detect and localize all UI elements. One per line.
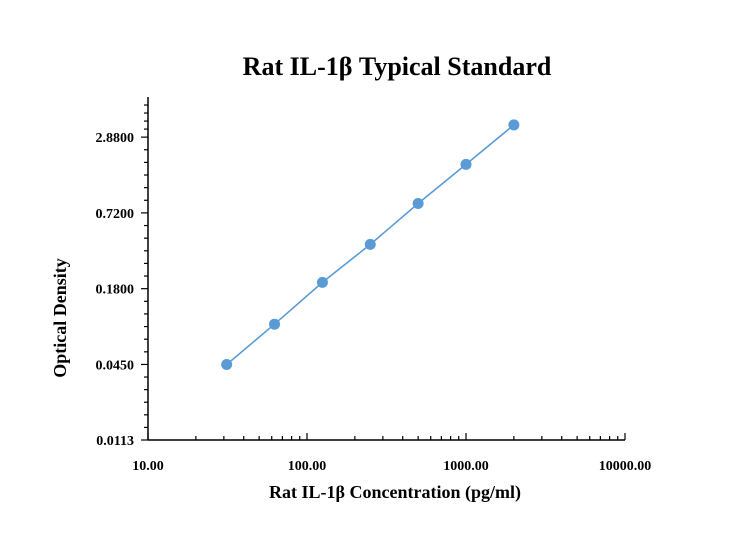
data-point (412, 198, 424, 210)
chart-title: Rat IL-1β Typical Standard (243, 52, 552, 81)
y-tick-label: 0.7200 (96, 207, 135, 222)
y-tick-label: 2.8800 (96, 131, 135, 146)
data-point (508, 119, 520, 131)
y-tick-label: 0.0113 (96, 434, 134, 449)
y-tick-label: 0.1800 (96, 283, 135, 298)
x-tick-label: 10000.00 (599, 459, 652, 474)
series-layer (221, 119, 520, 370)
data-point (269, 318, 281, 330)
y-axis-label: Optical Density (50, 258, 70, 378)
y-tick-label: 0.0450 (96, 358, 135, 373)
x-tick-label: 10.00 (132, 459, 164, 474)
x-axis-label: Rat IL-1β Concentration (pg/ml) (269, 482, 521, 503)
data-point (460, 158, 472, 170)
x-tick-label: 1000.00 (443, 459, 489, 474)
axes: 10.00 100.00 1000.00 10000.00 0.0113 0.0450 0.… (96, 97, 652, 474)
x-tick-label: 100.00 (288, 459, 327, 474)
data-point (316, 276, 328, 288)
data-point (221, 358, 233, 370)
data-point (364, 238, 376, 250)
